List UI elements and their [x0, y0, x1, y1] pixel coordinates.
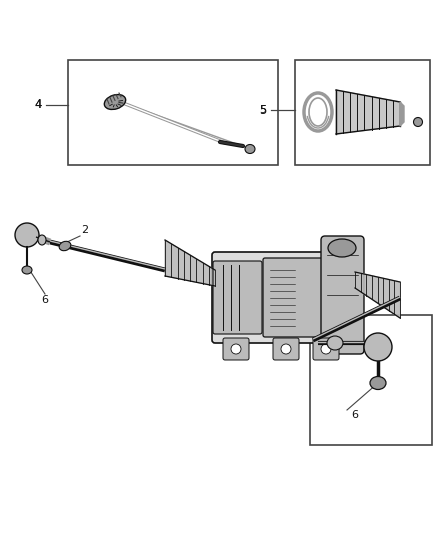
- Text: 3: 3: [342, 303, 349, 313]
- Circle shape: [15, 223, 39, 247]
- Circle shape: [281, 344, 291, 354]
- Text: 5: 5: [259, 105, 266, 115]
- Ellipse shape: [327, 336, 343, 350]
- Polygon shape: [355, 272, 400, 318]
- Text: 1: 1: [244, 263, 251, 273]
- Ellipse shape: [309, 98, 327, 126]
- Circle shape: [364, 333, 392, 361]
- Text: 4: 4: [34, 99, 42, 111]
- Circle shape: [231, 344, 241, 354]
- Bar: [68, 60, 278, 165]
- Ellipse shape: [38, 235, 46, 245]
- Text: 4: 4: [35, 100, 42, 110]
- Text: 2: 2: [321, 335, 328, 345]
- FancyBboxPatch shape: [321, 236, 364, 354]
- FancyBboxPatch shape: [213, 261, 262, 334]
- Ellipse shape: [370, 376, 386, 390]
- Bar: [310, 315, 432, 445]
- Ellipse shape: [245, 144, 255, 154]
- Ellipse shape: [22, 266, 32, 274]
- Text: 2: 2: [81, 225, 88, 235]
- FancyBboxPatch shape: [223, 338, 249, 360]
- Polygon shape: [165, 240, 215, 286]
- Ellipse shape: [104, 94, 126, 109]
- Text: 6: 6: [352, 410, 358, 420]
- Polygon shape: [400, 102, 404, 126]
- Polygon shape: [336, 90, 400, 134]
- Bar: [295, 60, 430, 165]
- Ellipse shape: [413, 117, 423, 126]
- FancyBboxPatch shape: [313, 338, 339, 360]
- FancyBboxPatch shape: [263, 258, 327, 337]
- Text: 5: 5: [259, 103, 267, 117]
- FancyBboxPatch shape: [273, 338, 299, 360]
- FancyBboxPatch shape: [212, 252, 358, 343]
- Ellipse shape: [59, 241, 71, 251]
- Circle shape: [321, 344, 331, 354]
- Ellipse shape: [328, 239, 356, 257]
- Text: 6: 6: [42, 295, 49, 305]
